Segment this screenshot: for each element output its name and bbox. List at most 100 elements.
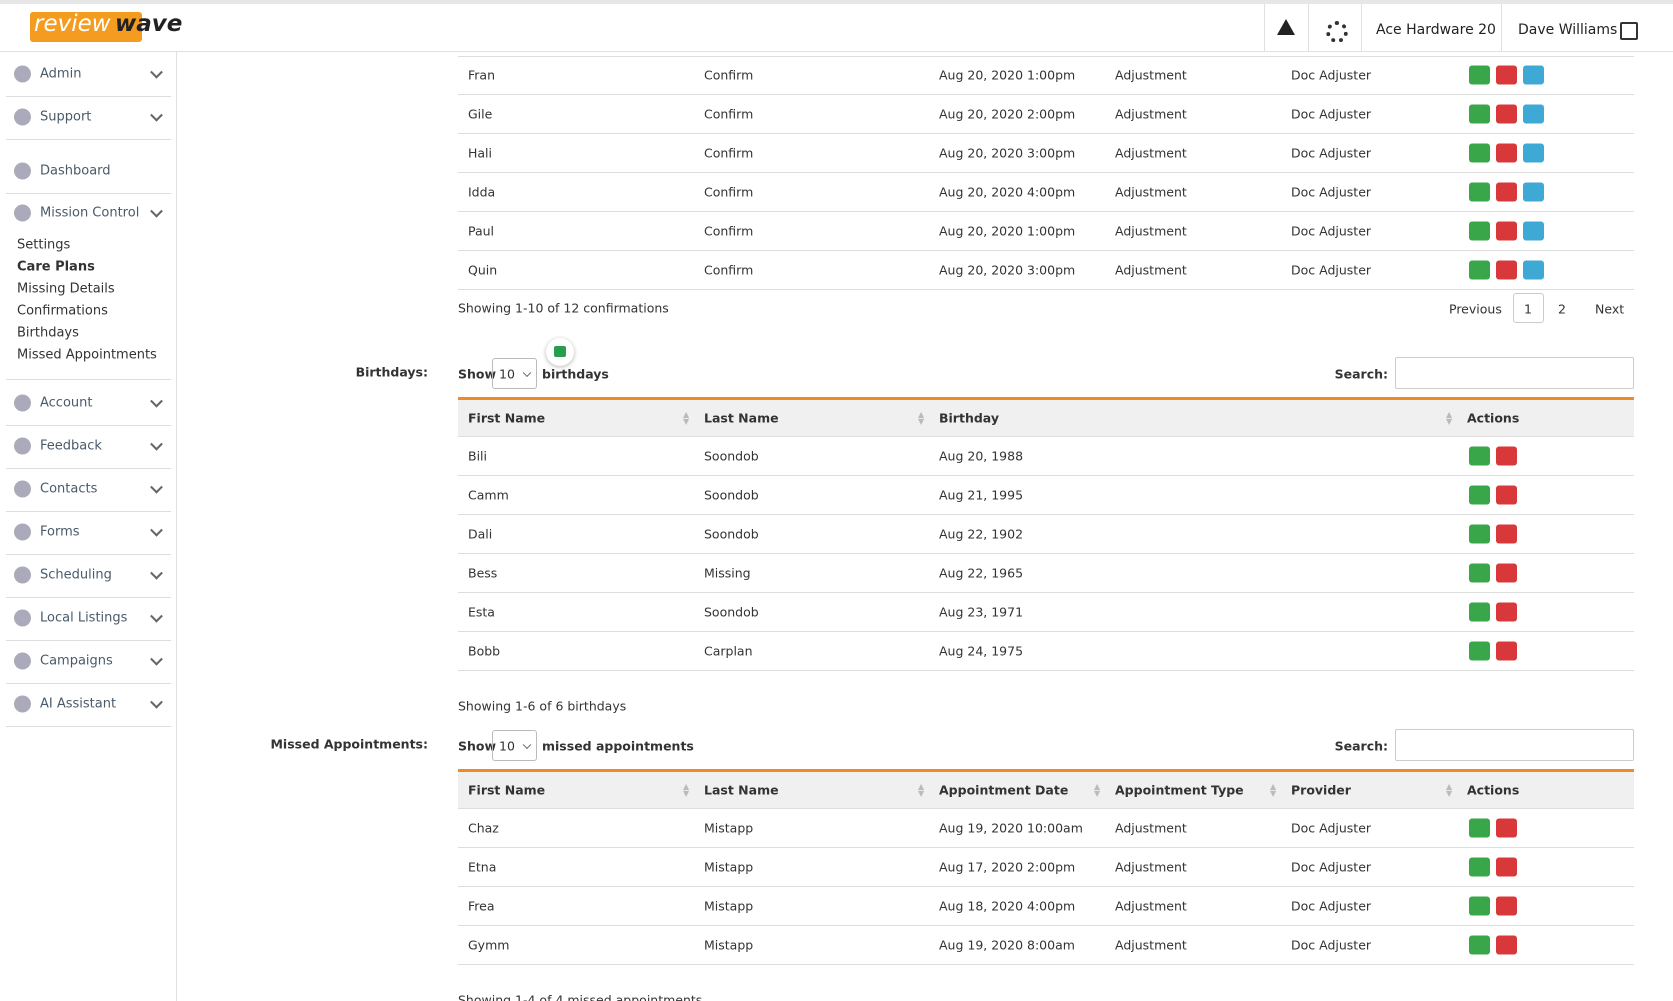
cell: Aug 20, 2020 2:00pm: [939, 106, 1076, 122]
nav-item[interactable]: Forms: [40, 524, 80, 540]
bot-button[interactable]: [546, 338, 574, 366]
nav-item[interactable]: Account: [40, 395, 93, 411]
reply-button[interactable]: [1469, 485, 1490, 505]
delete-button[interactable]: [1496, 446, 1517, 466]
page-link[interactable]: Next: [1595, 301, 1625, 317]
alert-icon[interactable]: [1277, 19, 1295, 35]
reply-button[interactable]: [1469, 182, 1490, 202]
cell: Aug 19, 2020 8:00am: [939, 937, 1075, 953]
length-select[interactable]: [492, 730, 537, 761]
reply-button[interactable]: [1469, 896, 1490, 916]
column-header[interactable]: Actions: [1467, 410, 1520, 426]
account-name[interactable]: Ace Hardware 20: [1376, 22, 1496, 38]
subnav-item[interactable]: Missing Details: [17, 281, 115, 297]
column-header[interactable]: Birthday: [939, 410, 999, 426]
nav-item[interactable]: Admin: [40, 66, 82, 82]
nav-item[interactable]: Contacts: [40, 481, 98, 497]
cell: Aug 23, 1971: [939, 604, 1024, 620]
subnav-item[interactable]: Confirmations: [17, 303, 108, 319]
reply-button[interactable]: [1469, 446, 1490, 466]
column-header[interactable]: Actions: [1467, 782, 1520, 798]
cell: Doc Adjuster: [1291, 184, 1372, 200]
delete-button[interactable]: [1496, 182, 1517, 202]
reply-button[interactable]: [1469, 563, 1490, 583]
delete-button[interactable]: [1496, 935, 1517, 955]
cell: Gymm: [468, 937, 510, 953]
column-header[interactable]: Appointment Type: [1115, 782, 1244, 798]
delete-button[interactable]: [1496, 641, 1517, 661]
reply-button[interactable]: [1469, 818, 1490, 838]
delete-button[interactable]: [1496, 602, 1517, 622]
settings-icon[interactable]: [1326, 21, 1348, 43]
column-header[interactable]: Last Name: [704, 410, 779, 426]
length-value: 10: [499, 366, 515, 382]
delete-button[interactable]: [1496, 65, 1517, 85]
delete-button[interactable]: [1496, 896, 1517, 916]
search-input[interactable]: [1395, 729, 1634, 761]
nav-item[interactable]: Dashboard: [40, 163, 111, 179]
subnav-item[interactable]: Birthdays: [17, 325, 79, 341]
row-border: [458, 847, 1634, 848]
column-header[interactable]: First Name: [468, 410, 546, 426]
nav-item[interactable]: Mission Control: [40, 205, 140, 221]
nav-item[interactable]: Support: [40, 109, 92, 125]
user-name[interactable]: Dave Williams: [1518, 22, 1618, 38]
page-link[interactable]: Previous: [1449, 301, 1502, 317]
cell: Idda: [468, 184, 496, 200]
reply-button[interactable]: [1469, 602, 1490, 622]
search-input[interactable]: [1395, 357, 1634, 389]
delete-button[interactable]: [1496, 524, 1517, 544]
reply-button[interactable]: [1469, 935, 1490, 955]
confirm-button[interactable]: [1523, 182, 1544, 202]
confirm-button[interactable]: [1523, 260, 1544, 280]
nav-item[interactable]: Scheduling: [40, 567, 112, 583]
column-header[interactable]: Appointment Date: [939, 782, 1069, 798]
delete-button[interactable]: [1496, 260, 1517, 280]
nav-item[interactable]: Campaigns: [40, 653, 113, 669]
column-header[interactable]: Provider: [1291, 782, 1351, 798]
length-select[interactable]: [492, 358, 537, 389]
row-border: [458, 172, 1634, 173]
delete-button[interactable]: [1496, 818, 1517, 838]
chevron: [150, 65, 163, 79]
reply-button[interactable]: [1469, 104, 1490, 124]
delete-button[interactable]: [1496, 485, 1517, 505]
cell: Doc Adjuster: [1291, 859, 1372, 875]
nav-icon: [14, 523, 31, 541]
row-border: [458, 514, 1634, 515]
separator: [6, 554, 171, 555]
reply-button[interactable]: [1469, 524, 1490, 544]
reply-button[interactable]: [1469, 260, 1490, 280]
subnav-item[interactable]: Settings: [17, 237, 71, 253]
nav-item[interactable]: AI Assistant: [40, 696, 117, 712]
separator: [6, 193, 171, 194]
subnav-item[interactable]: Care Plans: [17, 259, 95, 275]
reply-button[interactable]: [1469, 65, 1490, 85]
logo-badge[interactable]: [30, 12, 142, 42]
confirm-button[interactable]: [1523, 221, 1544, 241]
reply-button[interactable]: [1469, 221, 1490, 241]
page-link[interactable]: 2: [1558, 301, 1566, 317]
reply-button[interactable]: [1469, 143, 1490, 163]
nav-item[interactable]: Feedback: [40, 438, 102, 454]
subnav-item[interactable]: Missed Appointments: [17, 347, 157, 363]
row-border: [458, 925, 1634, 926]
confirm-button[interactable]: [1523, 104, 1544, 124]
reply-button[interactable]: [1469, 641, 1490, 661]
delete-button[interactable]: [1496, 143, 1517, 163]
logout-icon[interactable]: [1620, 22, 1638, 40]
page-link[interactable]: 1: [1524, 301, 1532, 317]
search-label: Search:: [1334, 366, 1388, 382]
delete-button[interactable]: [1496, 221, 1517, 241]
section-label: Missed Appointments:: [270, 736, 428, 752]
column-header[interactable]: Last Name: [704, 782, 779, 798]
column-header[interactable]: First Name: [468, 782, 546, 798]
delete-button[interactable]: [1496, 563, 1517, 583]
confirm-button[interactable]: [1523, 143, 1544, 163]
reply-button[interactable]: [1469, 857, 1490, 877]
nav-item[interactable]: Local Listings: [40, 610, 128, 626]
confirm-button[interactable]: [1523, 65, 1544, 85]
delete-button[interactable]: [1496, 857, 1517, 877]
delete-button[interactable]: [1496, 104, 1517, 124]
cell: Adjustment: [1115, 262, 1187, 278]
